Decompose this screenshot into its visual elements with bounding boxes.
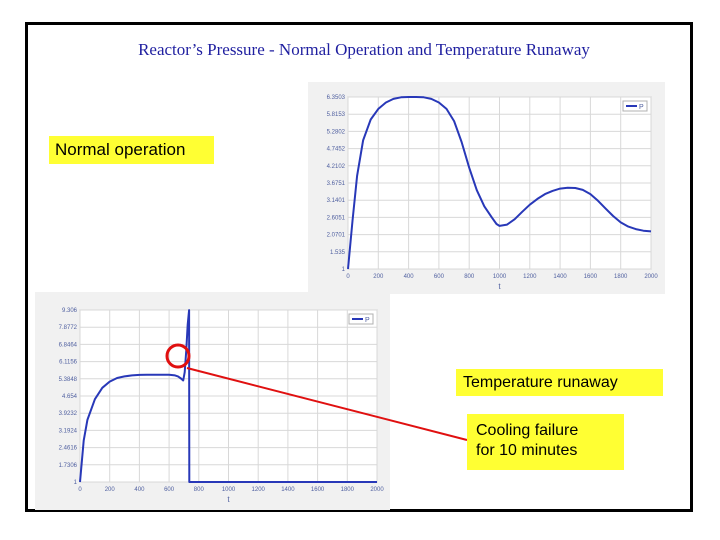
x-tick-label: 800: [464, 274, 475, 280]
x-tick-label: 1000: [222, 487, 236, 493]
x-tick-label: 1000: [493, 274, 507, 280]
y-tick-label: 3.6751: [327, 181, 346, 187]
chart-temperature-runaway: 0 200 400 600 800 1000 1200 1400 1600 1800 2000 1 1.…: [59, 308, 385, 504]
x-tick-label: 600: [434, 274, 445, 280]
y-tick-label: 4.2102: [327, 164, 346, 170]
chart-panel-normal: 0 200 400 600 800 1000 1200 1400 1600 1800 2000 1 1.…: [308, 82, 665, 294]
slide-title: Reactor’s Pressure - Normal Operation an…: [138, 40, 590, 59]
x-tick-label: 1800: [614, 274, 628, 280]
y-tick-label: 4.654: [62, 394, 78, 400]
y-tick-label: 4.7452: [327, 147, 346, 153]
x-tick-label: 1200: [523, 274, 537, 280]
x-tick-label: 600: [164, 487, 175, 493]
y-tick-label: 5.3848: [59, 377, 78, 383]
callout-temperature-runaway: Temperature runaway: [456, 369, 663, 396]
y-tick-label: 1.7306: [59, 463, 78, 469]
y-tick-label: 1: [74, 480, 78, 486]
x-tick-label: 400: [134, 487, 145, 493]
y-tick-label: 3.1401: [327, 198, 346, 204]
y-tick-label: 5.2802: [327, 129, 346, 135]
callout-cooling-line2: for 10 minutes: [476, 442, 578, 459]
x-axis-label: t: [227, 495, 230, 504]
x-tick-label: 1200: [252, 487, 266, 493]
y-tick-label: 6.8464: [59, 342, 78, 348]
x-tick-label: 200: [373, 274, 384, 280]
y-tick-label: 3.1924: [59, 428, 78, 434]
x-tick-label: 1400: [553, 274, 567, 280]
series-line-P: [79, 309, 377, 483]
x-tick-label: 1800: [341, 487, 355, 493]
chart-normal-operation: 0 200 400 600 800 1000 1200 1400 1600 1800 2000 1 1.…: [327, 95, 659, 291]
y-tick-label: 3.9232: [59, 411, 78, 417]
x-tick-label: 2000: [644, 274, 658, 280]
x-tick-label: 0: [346, 274, 350, 280]
callout-cooling-line1: Cooling failure: [476, 422, 579, 439]
x-tick-label: 0: [78, 487, 82, 493]
x-tick-label: 1400: [281, 487, 295, 493]
x-tick-label: 200: [105, 487, 116, 493]
y-tick-label: 2.0701: [327, 233, 346, 239]
series-line-P: [347, 96, 652, 270]
y-tick-label: 6.1156: [59, 360, 78, 366]
x-tick-label: 1600: [311, 487, 325, 493]
chart-panel-runaway: 0 200 400 600 800 1000 1200 1400 1600 1800 2000 1 1.…: [35, 292, 390, 510]
x-tick-label: 400: [404, 274, 415, 280]
legend-label: P: [639, 104, 644, 111]
y-tick-label: 9.306: [62, 308, 78, 314]
x-axis-label: t: [498, 282, 501, 291]
y-tick-label: 7.8772: [59, 325, 78, 331]
cooling-failure-circle: [165, 343, 191, 369]
y-tick-label: 1.535: [330, 250, 346, 256]
y-tick-label: 2.4616: [59, 446, 78, 452]
y-tick-label: 1: [342, 267, 346, 273]
x-tick-label: 1600: [584, 274, 598, 280]
legend-label: P: [365, 317, 370, 324]
y-tick-label: 2.6051: [327, 215, 346, 221]
x-tick-label: 800: [194, 487, 205, 493]
callout-normal-operation: Normal operation: [49, 136, 214, 164]
x-tick-label: 2000: [370, 487, 384, 493]
y-tick-label: 5.8153: [327, 112, 346, 118]
callout-cooling-failure: Cooling failure for 10 minutes: [467, 414, 624, 470]
cooling-failure-arrow: [186, 367, 468, 441]
y-tick-label: 6.3503: [327, 95, 346, 101]
